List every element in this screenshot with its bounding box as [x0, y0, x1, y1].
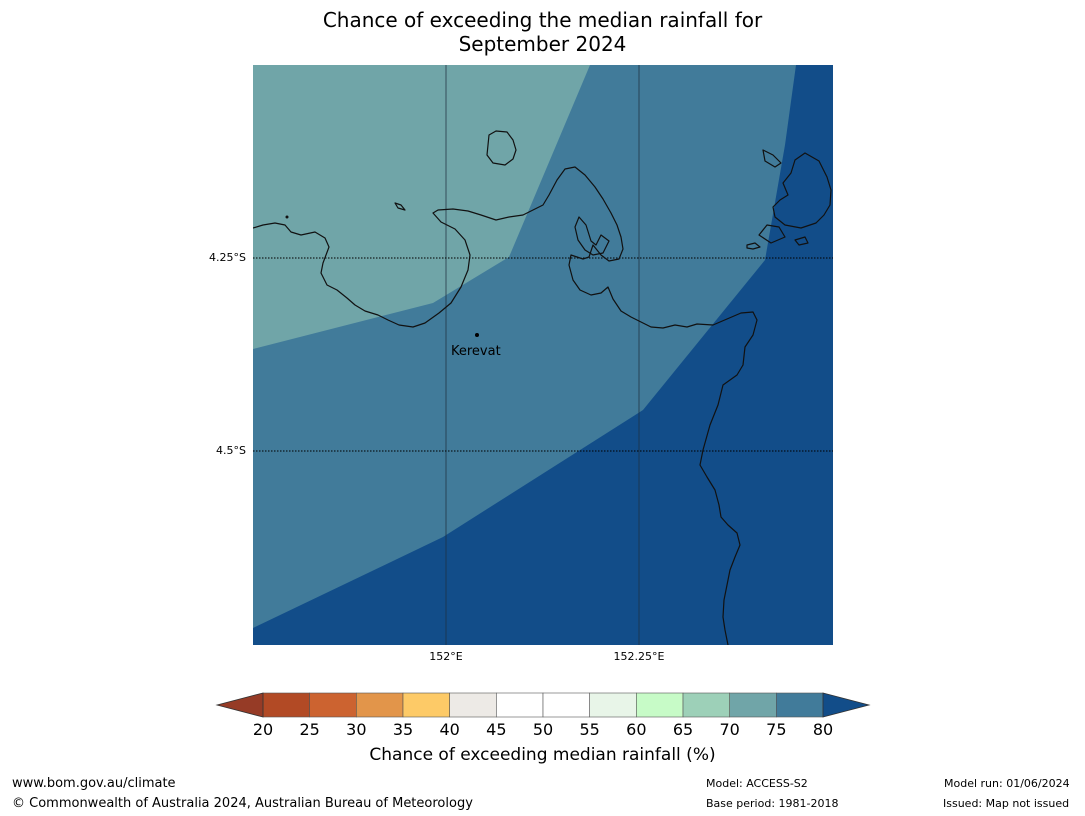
footer-issued: Issued: Map not issued — [943, 797, 1070, 810]
islet-2 — [746, 242, 761, 250]
lon-label-152: 152°E — [429, 650, 463, 663]
colorbar-tick-20: 20 — [252, 720, 274, 739]
footer-url[interactable]: www.bom.gov.au/climate — [12, 776, 176, 791]
colorbar-tick-65: 65 — [672, 720, 694, 739]
island-east-a — [574, 216, 610, 256]
colorbar-tick-45: 45 — [486, 720, 507, 739]
colorbar-tick-55: 55 — [579, 720, 600, 739]
zone-70-75 — [253, 65, 590, 349]
colorbar-tick-25: 25 — [299, 720, 320, 739]
title-line-2: September 2024 — [458, 32, 627, 56]
footer-copyright: © Commonwealth of Australia 2024, Austra… — [12, 796, 473, 811]
islet-3 — [794, 236, 809, 246]
colorbar-tick-60: 60 — [626, 720, 647, 739]
islet-1 — [762, 149, 782, 168]
colorbar — [215, 692, 871, 718]
coastline-main — [253, 166, 758, 645]
kerevat-marker — [475, 333, 479, 337]
colorbar-over-arrow — [822, 692, 871, 718]
colorbar-cell-65-70 — [682, 692, 730, 718]
lat-label-4-25: 4.25°S — [209, 251, 246, 264]
colorbar-label: Chance of exceeding median rainfall (%) — [369, 745, 716, 765]
parallels — [253, 257, 833, 452]
island-east-c — [758, 224, 786, 244]
footer-base-period: Base period: 1981-2018 — [706, 797, 839, 810]
colorbar-cell-55-60 — [589, 692, 637, 718]
colorbar-cell-35-40 — [402, 692, 450, 718]
colorbar-tick-35: 35 — [392, 720, 414, 739]
rainfall-map: Kerevat — [253, 65, 833, 645]
colorbar-tick-40: 40 — [439, 720, 460, 739]
colorbar-under-arrow — [215, 692, 264, 718]
colorbar-cell-40-45 — [449, 692, 497, 718]
colorbar-cell-60-65 — [636, 692, 684, 718]
colorbar-cell-20-25 — [262, 692, 310, 718]
colorbar-tick-75: 75 — [766, 720, 787, 739]
footer-model: Model: ACCESS-S2 — [706, 777, 808, 790]
colorbar-cells — [262, 692, 824, 718]
colorbar-cell-50-55 — [542, 692, 590, 718]
island-east-b — [772, 152, 832, 229]
colorbar-cell-70-75 — [729, 692, 777, 718]
map-title: Chance of exceeding the median rainfall … — [0, 8, 1085, 56]
colorbar-tick-30: 30 — [346, 720, 367, 739]
footer-model-run: Model run: 01/06/2024 — [944, 777, 1070, 790]
kerevat-label: Kerevat — [451, 344, 501, 359]
colorbar-cell-45-50 — [496, 692, 544, 718]
coastline — [253, 130, 832, 645]
colorbar-cell-25-30 — [309, 692, 357, 718]
colorbar-cell-30-35 — [356, 692, 404, 718]
colorbar-tick-70: 70 — [719, 720, 740, 739]
lat-label-4-5: 4.5°S — [216, 444, 246, 457]
title-line-1: Chance of exceeding the median rainfall … — [322, 8, 763, 32]
island-north — [486, 130, 517, 166]
colorbar-tick-50: 50 — [532, 720, 554, 739]
meridians — [445, 65, 640, 645]
lon-label-152-25: 152.25°E — [613, 650, 665, 663]
islet-4 — [394, 202, 406, 211]
islet-dot — [285, 215, 289, 219]
colorbar-cell-75-80 — [776, 692, 824, 718]
colorbar-tick-80: 80 — [812, 720, 834, 739]
